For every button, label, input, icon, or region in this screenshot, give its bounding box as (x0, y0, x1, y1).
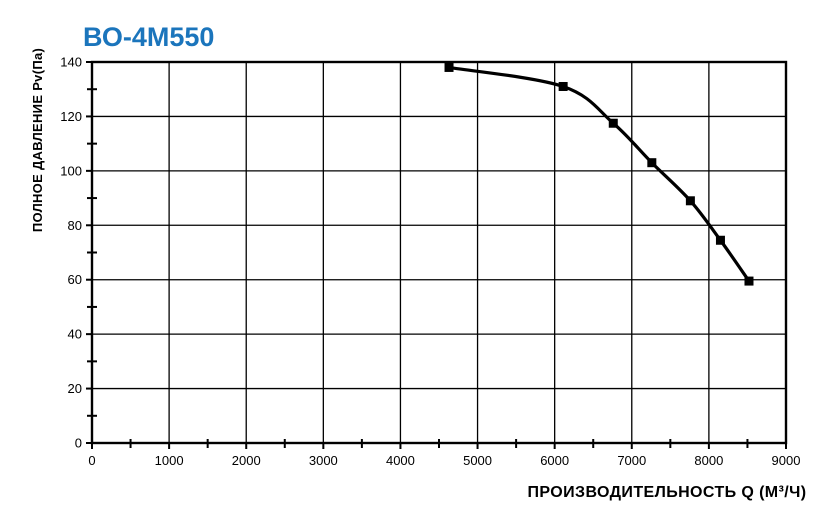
y-axis-title: ПОЛНОЕ ДАВЛЕНИЕ Pv(Па) (30, 47, 45, 233)
x-tick-label: 1000 (155, 453, 184, 468)
y-tick-label: 40 (68, 327, 82, 342)
x-tick-label: 7000 (617, 453, 646, 468)
y-tick-label: 0 (75, 436, 82, 451)
x-tick-label: 2000 (232, 453, 261, 468)
x-tick-label: 5000 (463, 453, 492, 468)
x-tick-label: 4000 (386, 453, 415, 468)
x-tick-label: 8000 (694, 453, 723, 468)
data-point-marker (444, 62, 454, 72)
chart-title: ВО-4М550 (83, 22, 215, 52)
data-point-marker (608, 118, 618, 128)
y-tick-label: 140 (60, 55, 82, 70)
x-tick-label: 6000 (540, 453, 569, 468)
x-axis-title: ПРОИЗВОДИТЕЛЬНОСТЬ Q (М³/Ч) (527, 484, 807, 501)
y-tick-label: 20 (68, 381, 82, 396)
data-point-marker (558, 81, 568, 91)
y-tick-label: 80 (68, 218, 82, 233)
data-point-marker (744, 276, 754, 286)
y-tick-label: 60 (68, 272, 82, 287)
data-point-marker (647, 158, 657, 168)
plot-frame (90, 60, 788, 445)
y-tick-label: 100 (60, 163, 82, 178)
y-tick-label: 120 (60, 109, 82, 124)
data-point-marker (715, 235, 725, 245)
x-tick-label: 3000 (309, 453, 338, 468)
x-tick-label: 0 (88, 453, 95, 468)
data-point-marker (685, 196, 695, 206)
series-curve (447, 65, 751, 283)
x-tick-label: 9000 (772, 453, 801, 468)
